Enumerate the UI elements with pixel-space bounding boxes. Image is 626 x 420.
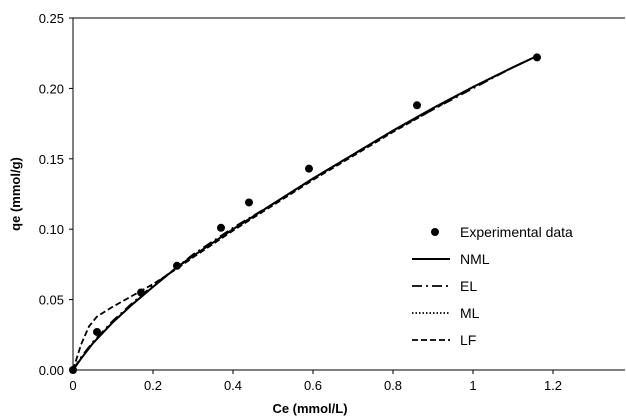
legend-label-el: EL	[460, 278, 477, 294]
y-tick-label: 0.25	[39, 11, 64, 26]
series-line-lf	[72, 55, 538, 371]
y-axis-title: qe (mmol/g)	[8, 157, 23, 231]
series-line-nml	[72, 55, 538, 371]
data-point-experimental-data	[217, 223, 225, 232]
series-line-el	[72, 55, 538, 371]
data-point-experimental-data	[137, 288, 145, 297]
x-tick-label: 0.2	[144, 378, 162, 393]
data-point-experimental-data	[533, 53, 541, 62]
y-tick-label: 0.00	[39, 363, 64, 378]
x-tick-label: 1.2	[544, 378, 562, 393]
legend-label-nml: NML	[460, 251, 490, 267]
x-tick-label: 0.6	[304, 378, 322, 393]
y-tick-label: 0.10	[39, 222, 64, 237]
series-lines	[72, 55, 538, 371]
x-ticks: 0 0.2 0.4 0.6 0.8 1 1.2	[69, 370, 562, 393]
axes	[72, 17, 625, 371]
data-point-experimental-data	[93, 327, 101, 336]
x-axis-title: Ce (mmol/L)	[272, 401, 347, 416]
y-tick-label: 0.20	[39, 81, 64, 96]
series-line-ml	[72, 55, 538, 371]
y-ticks: 0.00 0.05 0.10 0.15 0.20 0.25	[39, 11, 73, 378]
x-tick-label: 0	[69, 378, 76, 393]
data-point-experimental-data	[245, 198, 253, 207]
legend-label-ml: ML	[460, 305, 480, 321]
x-tick-label: 0.4	[224, 378, 242, 393]
data-point-experimental-data	[69, 366, 77, 374]
y-tick-label: 0.15	[39, 152, 64, 167]
x-tick-label: 0.8	[384, 378, 402, 393]
data-point-experimental-data	[173, 261, 181, 270]
y-tick-label: 0.05	[39, 293, 64, 308]
legend: Experimental data NML EL ML LF	[412, 224, 573, 348]
data-point-experimental-data	[305, 164, 313, 173]
series-points	[69, 53, 541, 374]
data-point-experimental-data	[413, 101, 421, 110]
legend-swatch-experimental-data	[431, 228, 439, 236]
legend-label-lf: LF	[460, 332, 476, 348]
x-tick-label: 1	[469, 378, 476, 393]
legend-label-experimental-data: Experimental data	[460, 224, 573, 240]
